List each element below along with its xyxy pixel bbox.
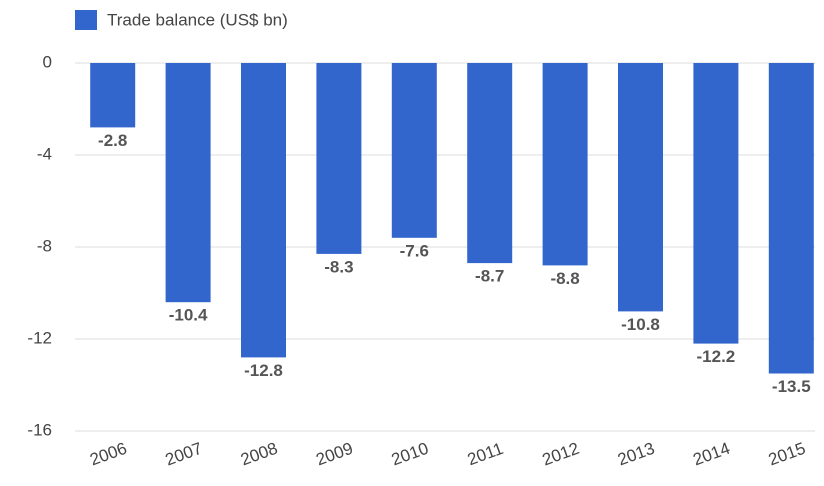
data-label: -8.3 bbox=[324, 257, 353, 276]
bar bbox=[693, 63, 739, 344]
bar bbox=[391, 63, 437, 238]
x-tick-label: 2010 bbox=[389, 439, 431, 470]
bar bbox=[768, 63, 814, 374]
legend-label: Trade balance (US$ bn) bbox=[107, 10, 288, 29]
data-label: -7.6 bbox=[400, 241, 429, 260]
bar bbox=[241, 63, 286, 358]
bar bbox=[90, 63, 136, 128]
bar bbox=[316, 63, 362, 254]
data-label: -2.8 bbox=[98, 131, 127, 150]
x-tick-label: 2009 bbox=[314, 439, 356, 470]
data-label: -8.7 bbox=[475, 267, 504, 286]
x-tick-label: 2006 bbox=[87, 439, 129, 470]
data-label: -12.8 bbox=[244, 361, 283, 380]
bar bbox=[542, 63, 588, 266]
x-tick-label: 2008 bbox=[238, 439, 280, 470]
data-label: -10.8 bbox=[621, 315, 660, 334]
y-tick-label: -4 bbox=[37, 144, 52, 163]
x-tick-label: 2011 bbox=[465, 439, 506, 469]
x-tick-label: 2013 bbox=[615, 439, 657, 470]
legend-swatch bbox=[75, 10, 97, 30]
data-label: -13.5 bbox=[772, 377, 811, 396]
data-label: -8.8 bbox=[550, 269, 579, 288]
x-tick-label: 2015 bbox=[766, 439, 808, 470]
data-label: -12.2 bbox=[697, 347, 736, 366]
y-tick-label: -8 bbox=[37, 236, 52, 255]
y-tick-label: -12 bbox=[27, 328, 52, 347]
bar bbox=[165, 63, 211, 303]
bar bbox=[618, 63, 663, 312]
x-tick-label: 2014 bbox=[691, 439, 733, 470]
bar bbox=[467, 63, 513, 264]
y-tick-label: 0 bbox=[43, 52, 52, 71]
x-tick-label: 2007 bbox=[163, 439, 205, 470]
data-label: -10.4 bbox=[169, 306, 208, 325]
x-tick-label: 2012 bbox=[540, 439, 582, 470]
y-tick-label: -16 bbox=[27, 420, 52, 439]
